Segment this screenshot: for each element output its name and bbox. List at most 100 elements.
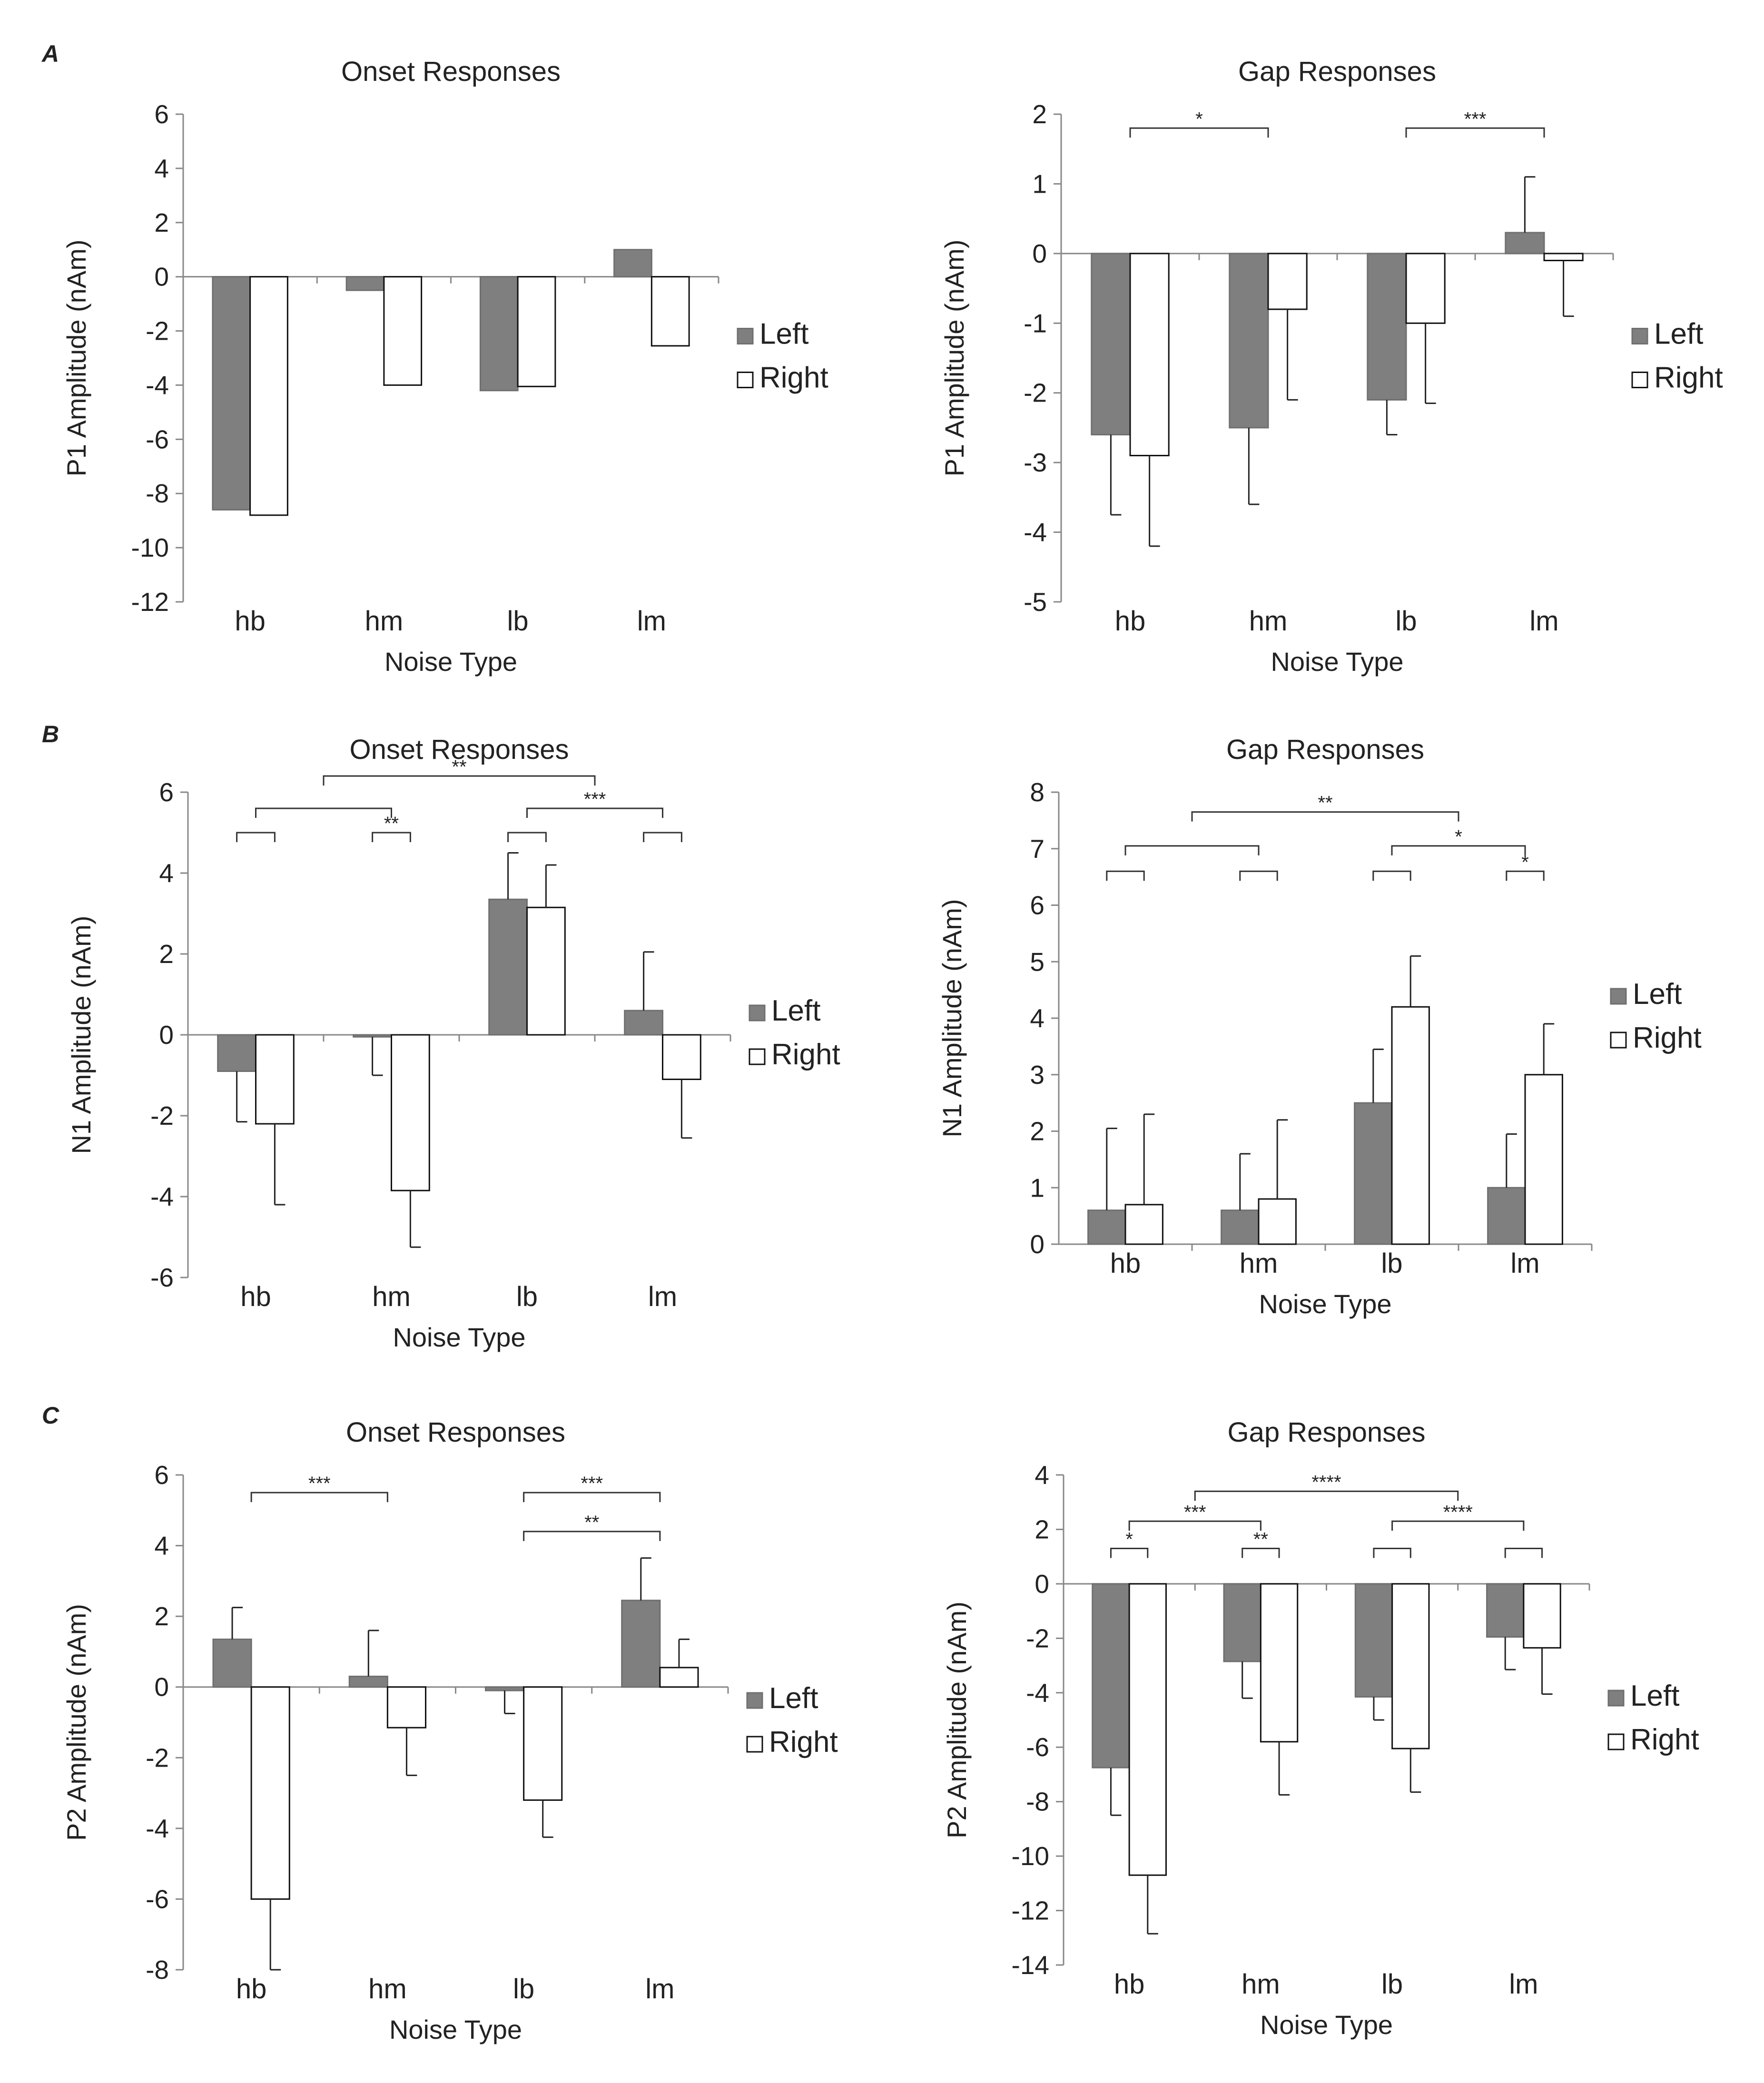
y-tick-label: 6 xyxy=(154,99,169,129)
x-tick-label: lb xyxy=(1381,1969,1403,2000)
significance-bracket xyxy=(1504,1548,1543,1558)
y-axis-title: P2 Amplitude (nAm) xyxy=(942,1602,972,1838)
significance-stars: ** xyxy=(1318,793,1332,814)
x-tick-label: lm xyxy=(1510,1248,1539,1279)
y-tick-label: -4 xyxy=(146,1814,169,1843)
significance-bracket xyxy=(255,807,392,818)
y-tick-label: -6 xyxy=(146,424,169,454)
bar-right-hb xyxy=(255,1034,295,1125)
chart-title: Onset Responses xyxy=(349,734,569,765)
bar-left-lb xyxy=(479,276,519,392)
significance-stars: ** xyxy=(584,1512,599,1533)
bar-right-lm xyxy=(662,1034,701,1080)
legend-label-left: Left xyxy=(1633,978,1682,1011)
y-tick-label: 0 xyxy=(1035,1569,1049,1599)
legend-swatch-left xyxy=(1607,1690,1625,1707)
significance-stars: *** xyxy=(308,1473,331,1494)
y-axis-title: P1 Amplitude (nAm) xyxy=(61,240,91,477)
x-tick-label: lm xyxy=(645,1974,674,2004)
significance-stars: *** xyxy=(581,1473,603,1494)
y-tick-label: -3 xyxy=(1024,448,1047,477)
legend-swatch-right xyxy=(1631,372,1648,388)
legend-swatch-right xyxy=(1607,1733,1625,1750)
x-tick-label: hb xyxy=(1114,1969,1145,2000)
x-axis-title: Noise Type xyxy=(1259,1289,1391,1319)
x-tick-label: lb xyxy=(516,1281,538,1312)
y-tick-label: -6 xyxy=(146,1884,169,1914)
significance-bracket xyxy=(1391,845,1526,855)
legend-label-left: Left xyxy=(771,994,820,1027)
y-axis-title: N1 Amplitude (nAm) xyxy=(66,915,96,1154)
bar-left-lb xyxy=(1354,1102,1393,1245)
bar-left-hm xyxy=(1221,1209,1260,1245)
bar-right-hb xyxy=(1129,253,1170,456)
significance-bracket xyxy=(1124,845,1260,855)
y-tick-label: -2 xyxy=(146,1743,169,1772)
x-tick-label: hb xyxy=(235,606,266,637)
bar-left-lm xyxy=(1487,1187,1526,1245)
y-tick-label: -14 xyxy=(1012,1950,1050,1980)
x-tick-label: lm xyxy=(1509,1969,1538,2000)
bar-left-hm xyxy=(353,1034,393,1038)
y-axis-title: N1 Amplitude (nAm) xyxy=(937,899,967,1137)
bar-right-lb xyxy=(1405,253,1446,324)
bar-right-lb xyxy=(526,906,566,1036)
bar-left-lb xyxy=(1367,253,1407,401)
y-axis-title: P2 Amplitude (nAm) xyxy=(61,1604,91,1841)
x-tick-label: lm xyxy=(637,606,666,637)
x-tick-label: hb xyxy=(1110,1248,1141,1279)
significance-stars: **** xyxy=(1443,1502,1473,1523)
legend-swatch-left xyxy=(737,328,754,344)
bar-left-lb xyxy=(484,1686,525,1691)
bar-right-hb xyxy=(1128,1583,1167,1876)
y-tick-label: 7 xyxy=(1030,834,1045,864)
bar-right-lb xyxy=(523,1686,563,1801)
y-tick-label: 6 xyxy=(154,1460,169,1490)
x-axis-title: Noise Type xyxy=(389,2014,522,2044)
x-tick-label: lm xyxy=(1529,606,1558,637)
x-axis-title: Noise Type xyxy=(384,647,517,677)
y-tick-label: 1 xyxy=(1030,1173,1045,1202)
y-tick-label: 4 xyxy=(159,858,174,888)
legend-label-right: Right xyxy=(1633,1022,1702,1054)
bar-left-hm xyxy=(1229,253,1269,429)
legend-label-right: Right xyxy=(1630,1723,1699,1756)
bar-right-lm xyxy=(659,1667,699,1688)
bar-left-lm xyxy=(624,1010,663,1036)
significance-stars: * xyxy=(1195,108,1203,129)
x-tick-label: lb xyxy=(513,1974,534,2004)
significance-stars: * xyxy=(1455,826,1462,847)
y-tick-label: 6 xyxy=(1030,891,1045,920)
significance-stars: * xyxy=(1125,1529,1133,1550)
legend-swatch-right xyxy=(1610,1032,1627,1049)
y-tick-label: -2 xyxy=(1024,378,1047,408)
bar-left-hb xyxy=(212,1638,252,1688)
chart-title: Onset Responses xyxy=(341,56,561,87)
legend-label-right: Right xyxy=(771,1038,840,1071)
legend-label-left: Left xyxy=(759,318,808,351)
x-tick-label: lm xyxy=(648,1281,677,1312)
x-tick-label: hb xyxy=(240,1281,271,1312)
significance-bracket xyxy=(1405,127,1545,138)
bar-right-hb xyxy=(1124,1204,1163,1245)
significance-bracket xyxy=(507,832,547,842)
x-tick-label: hb xyxy=(1115,606,1146,637)
bar-right-hm xyxy=(1258,1198,1297,1245)
legend-swatch-right xyxy=(737,372,754,388)
y-tick-label: 3 xyxy=(1030,1060,1045,1090)
bar-right-lm xyxy=(1543,253,1584,261)
bar-left-hb xyxy=(1092,1583,1130,1769)
significance-stars: ** xyxy=(452,757,466,777)
significance-bracket xyxy=(1110,1548,1149,1558)
bar-left-lm xyxy=(621,1600,661,1688)
x-tick-label: hm xyxy=(372,1281,411,1312)
bar-right-lb xyxy=(1391,1583,1430,1749)
y-axis-title: P1 Amplitude (nAm) xyxy=(939,240,969,477)
bar-right-hm xyxy=(1260,1583,1299,1743)
legend-swatch-left xyxy=(749,1004,766,1022)
y-tick-label: -8 xyxy=(146,479,169,508)
y-tick-label: 4 xyxy=(154,1531,169,1561)
